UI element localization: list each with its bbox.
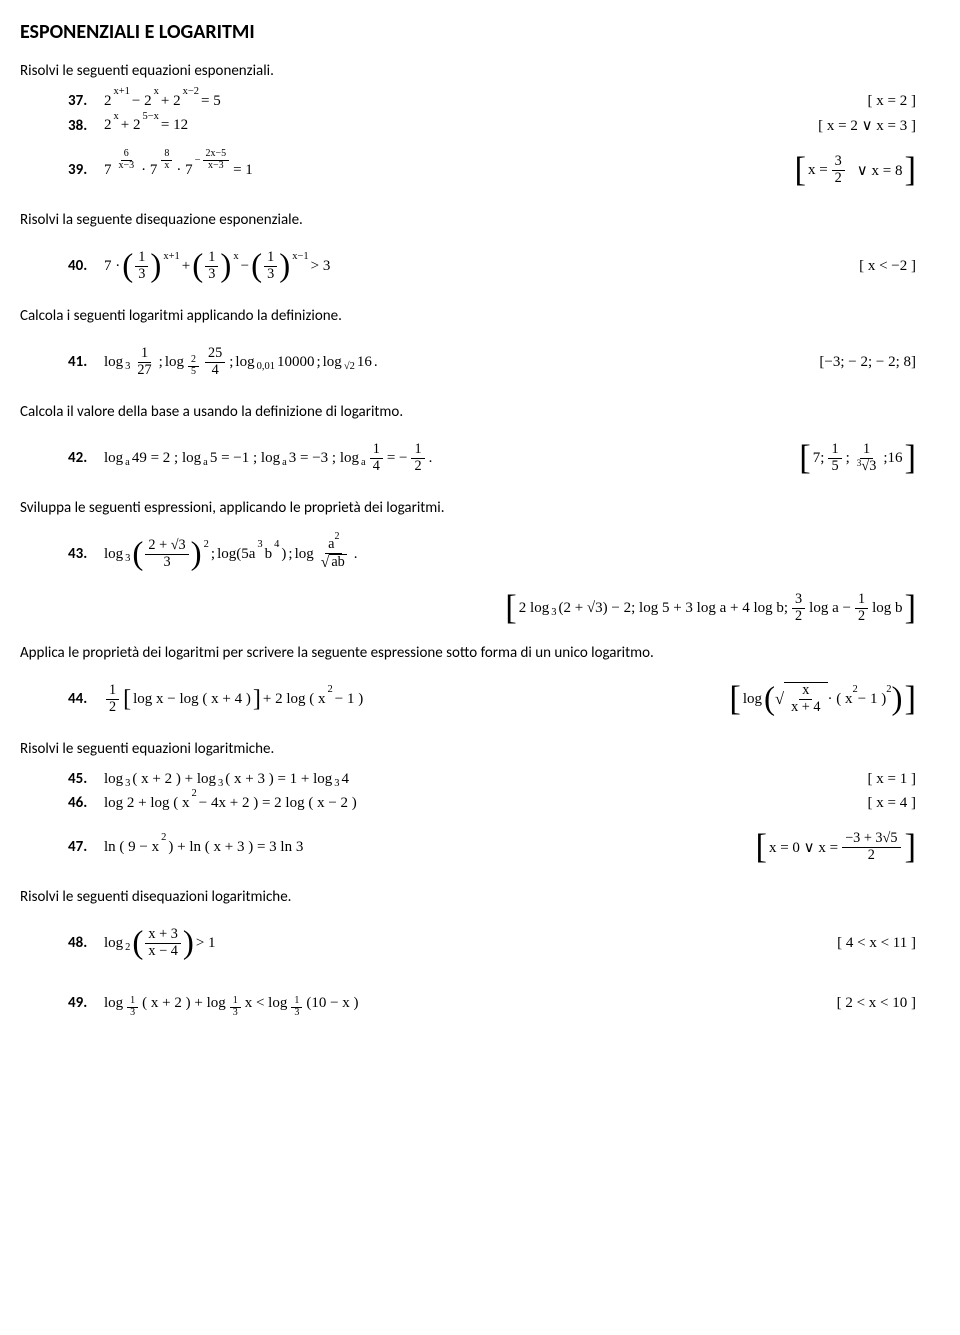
problem-47: 47. ln ( 9 − x2 ) + ln ( x + 3 ) = 3 ln … [20,822,940,872]
problem-38: 38. 2x + 25−x = 12 [ x = 2 ∨ x = 3 ] [20,116,940,135]
problem-46: 46. log 2 + log ( x2 − 4x + 2 ) = 2 log … [20,794,940,812]
problem-43: 43. log3 2 + √332 ; log(5a3b4 ) ; log a2… [20,529,940,579]
problem-46-num: 46. [68,794,96,812]
problem-44: 44. 12 [ log x − log ( x + 4 ) ] + 2 log… [20,674,940,724]
problem-41-answer: [−3; − 2; − 2; 8] [819,354,916,371]
problem-39-eq: 76x−3 · 78x · 7−2x−5x−3 = 1 [104,159,253,182]
problem-48-eq: log2 x + 3x − 4 > 1 [104,925,216,962]
section-6-text: Applica le proprietà dei logaritmi per s… [20,644,940,662]
problem-44-num: 44. [68,690,96,708]
problem-43-num: 43. [68,545,96,563]
problem-47-answer: [ x = 0 ∨ x = −3 + 3√52 ] [755,828,916,867]
problem-48-answer: [ 4 < x < 11 ] [837,935,916,952]
problem-42: 42. loga 49 = 2 ; loga 5 = −1 ; loga 3 =… [20,433,940,483]
problem-49-eq: log13 ( x + 2 ) + log13 x < log13 (10 − … [104,992,359,1015]
problem-45-num: 45. [68,770,96,788]
problem-39: 39. 76x−3 · 78x · 7−2x−5x−3 = 1 [ x = 32… [20,145,940,195]
page-title: ESPONENZIALI E LOGARITMI [20,20,940,44]
problem-49-num: 49. [68,994,96,1012]
problem-42-eq: loga 49 = 2 ; loga 5 = −1 ; loga 3 = −3 … [104,442,432,474]
section-3-text: Calcola i seguenti logaritmi applicando … [20,307,940,325]
problem-44-eq: 12 [ log x − log ( x + 4 ) ] + 2 log ( x… [104,683,363,715]
problem-44-answer: [ log xx + 4 · ( x2 − 1 )2 ] [729,680,916,719]
problem-45: 45. log3 ( x + 2 ) + log3 ( x + 3 ) = 1 … [20,770,940,788]
problem-49-answer: [ 2 < x < 10 ] [837,995,916,1012]
problem-39-answer: [ x = 32 ∨ x = 8 ] [794,151,916,190]
problem-48: 48. log2 x + 3x − 4 > 1 [ 4 < x < 11 ] [20,918,940,968]
section-2-text: Risolvi la seguente disequazione esponen… [20,211,940,229]
problem-49: 49. log13 ( x + 2 ) + log13 x < log13 (1… [20,978,940,1028]
problem-41: 41. log3 127 ; log25 254 ; log0,01 10000… [20,337,940,387]
problem-48-num: 48. [68,934,96,952]
problem-43-eq: log3 2 + √332 ; log(5a3b4 ) ; log a2ab . [104,536,358,573]
problem-45-answer: [ x = 1 ] [868,771,916,788]
problem-47-num: 47. [68,838,96,856]
problem-41-num: 41. [68,353,96,371]
problem-38-num: 38. [68,117,96,135]
problem-40-answer: [ x < −2 ] [859,258,916,275]
problem-37-eq: 2x+1 − 2x + 2x−2 = 5 [104,93,221,110]
problem-37: 37. 2x+1 − 2x + 2x−2 = 5 [ x = 2 ] [20,92,940,110]
section-1-text: Risolvi le seguenti equazioni esponenzia… [20,62,940,80]
problem-43-answer: [ 2 log3(2 + √3) − 2; log 5 + 3 log a + … [20,589,916,628]
problem-38-answer: [ x = 2 ∨ x = 3 ] [818,116,916,135]
section-8-text: Risolvi le seguenti disequazioni logarit… [20,888,940,906]
problem-42-num: 42. [68,449,96,467]
section-4-text: Calcola il valore della base a usando la… [20,403,940,421]
problem-40-eq: 7 · 13x+1 + 13x − 13x−1 > 3 [104,248,330,285]
problem-37-num: 37. [68,92,96,110]
problem-46-answer: [ x = 4 ] [868,795,916,812]
problem-37-answer: [ x = 2 ] [868,93,916,110]
problem-47-eq: ln ( 9 − x2 ) + ln ( x + 3 ) = 3 ln 3 [104,839,303,856]
problem-39-num: 39. [68,161,96,179]
problem-46-eq: log 2 + log ( x2 − 4x + 2 ) = 2 log ( x … [104,795,357,812]
section-7-text: Risolvi le seguenti equazioni logaritmic… [20,740,940,758]
problem-45-eq: log3 ( x + 2 ) + log3 ( x + 3 ) = 1 + lo… [104,771,349,788]
problem-42-answer: [ 7; 15 ; 13√3 ;16 ] [799,439,916,478]
section-5-text: Sviluppa le seguenti espressioni, applic… [20,499,940,517]
problem-41-eq: log3 127 ; log25 254 ; log0,01 10000 ; l… [104,346,378,378]
problem-38-eq: 2x + 25−x = 12 [104,117,188,134]
problem-40: 40. 7 · 13x+1 + 13x − 13x−1 > 3 [ x < −2… [20,241,940,291]
problem-40-num: 40. [68,257,96,275]
